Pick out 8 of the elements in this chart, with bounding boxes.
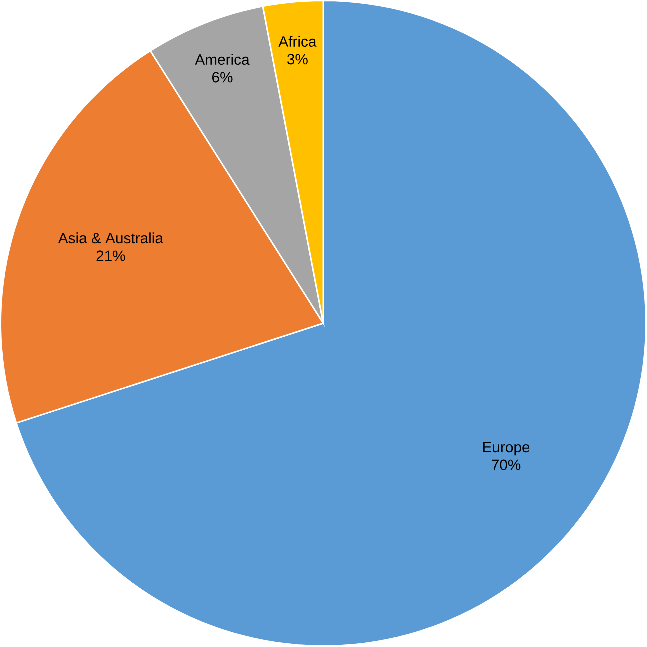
slice-label: America: [195, 54, 250, 66]
data-label: 21%: [96, 250, 126, 262]
slice-label: Africa: [278, 36, 317, 48]
data-label: 70%: [492, 460, 521, 470]
slice-label: Asia & Australia: [58, 232, 164, 244]
slice-label: Europe: [484, 442, 530, 456]
data-label: 3%: [287, 54, 308, 65]
data-label: 6%: [212, 72, 233, 83]
